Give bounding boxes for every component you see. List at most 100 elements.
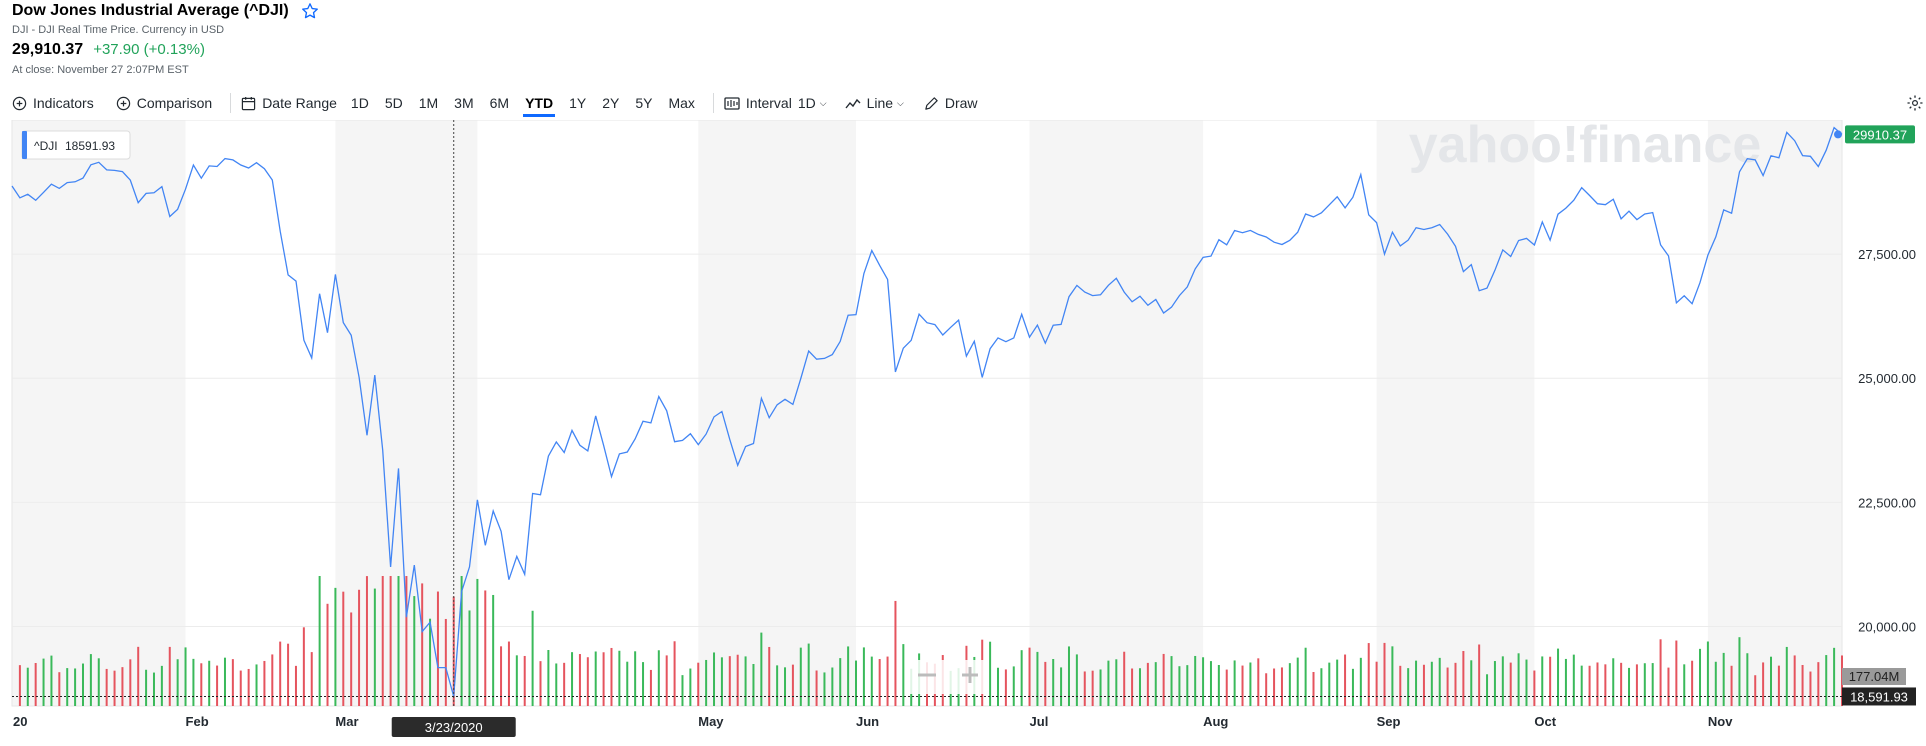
range-1m[interactable]: 1M	[418, 95, 439, 111]
pencil-icon	[925, 96, 938, 110]
volume-bar	[1714, 661, 1717, 706]
volume-bar	[1722, 652, 1725, 706]
volume-bar	[1422, 664, 1425, 706]
volume-bar	[634, 651, 637, 706]
chart-toolbar: Indicators Comparison Date Range 1D 5D 1…	[0, 88, 1926, 118]
zoom-controls	[906, 660, 986, 694]
volume-bar	[302, 627, 305, 706]
volume-bar	[326, 603, 329, 706]
volume-bar	[594, 651, 597, 706]
volume-bar	[626, 661, 629, 706]
chart-type-label: Line	[866, 95, 894, 111]
volume-bar	[1052, 659, 1055, 706]
volume-bar	[1620, 662, 1623, 706]
volume-bar	[1336, 659, 1339, 706]
volume-bar	[365, 576, 368, 706]
chart-area[interactable]: yahoo!finance 27,500.00 25,000.00 22,500.0…	[0, 116, 1926, 746]
volume-bars	[18, 576, 1843, 706]
volume-bar	[855, 660, 858, 706]
calendar-icon	[241, 96, 256, 110]
volume-bar	[1430, 661, 1433, 706]
volume-bar	[1209, 661, 1212, 706]
range-5y[interactable]: 5Y	[635, 95, 653, 111]
comparison-button[interactable]: Comparison	[116, 95, 212, 111]
range-2y[interactable]: 2Y	[602, 95, 620, 111]
chart-type-dropdown[interactable]: Line ⌵	[845, 95, 904, 111]
volume-bar	[105, 668, 108, 706]
volume-bar	[484, 590, 487, 706]
volume-bar	[1060, 667, 1063, 706]
range-6m[interactable]: 6M	[489, 95, 510, 111]
range-1d[interactable]: 1D	[350, 95, 369, 111]
volume-bar	[1020, 650, 1023, 706]
tooltip-value: 18591.93	[65, 139, 115, 153]
date-range-button[interactable]: Date Range	[241, 95, 337, 111]
draw-button[interactable]: Draw	[924, 95, 978, 111]
interval-dropdown[interactable]: Interval 1D ⌵	[724, 95, 827, 111]
volume-bar	[1777, 665, 1780, 706]
volume-bar	[1154, 662, 1157, 706]
volume-bar	[1359, 657, 1362, 706]
volume-bar	[720, 657, 723, 706]
volume-bar	[697, 662, 700, 706]
volume-bar	[839, 658, 842, 706]
volume-bar	[1470, 660, 1473, 706]
x-tick-label: May	[698, 714, 724, 729]
x-tick-label: Oct	[1534, 714, 1556, 729]
tooltip-symbol: ^DJI	[34, 139, 58, 153]
volume-bar	[247, 668, 250, 706]
volume-bar	[1462, 651, 1465, 706]
volume-bar	[1517, 653, 1520, 706]
volume-bar	[1107, 660, 1110, 706]
volume-bar	[902, 644, 905, 706]
volume-bar	[1706, 641, 1709, 706]
range-max[interactable]: Max	[668, 95, 695, 111]
month-band	[1707, 120, 1842, 706]
gear-icon[interactable]	[1906, 94, 1924, 112]
price-chart[interactable]: yahoo!finance 27,500.00 25,000.00 22,500.0…	[0, 116, 1926, 746]
x-tick-label: Aug	[1203, 714, 1228, 729]
zoom-panel	[906, 660, 986, 694]
volume-bar	[1833, 647, 1836, 706]
volume-bar	[1572, 654, 1575, 706]
volume-bar	[1257, 658, 1260, 706]
crosshair-price-box	[1842, 687, 1916, 706]
volume-bar	[436, 591, 439, 706]
volume-bar	[728, 656, 731, 706]
volume-bar	[610, 647, 613, 706]
range-1y[interactable]: 1Y	[569, 95, 587, 111]
volume-bar	[129, 659, 132, 706]
volume-bar	[1304, 647, 1307, 706]
range-3m[interactable]: 3M	[454, 95, 474, 111]
volume-marker: 177.04M	[1842, 668, 1906, 685]
volume-bar	[1407, 668, 1410, 706]
volume-bar	[642, 662, 645, 706]
volume-bar	[208, 660, 211, 706]
volume-bar	[1273, 668, 1276, 706]
zoom-in-icon[interactable]	[962, 667, 978, 683]
range-5d[interactable]: 5D	[384, 95, 403, 111]
volume-bar	[1249, 662, 1252, 706]
volume-bar	[271, 654, 274, 706]
volume-bar	[1028, 647, 1031, 706]
volume-bar	[744, 656, 747, 706]
indicators-button[interactable]: Indicators	[12, 95, 94, 111]
volume-bar	[1730, 665, 1733, 706]
star-icon[interactable]	[301, 2, 319, 20]
month-bands	[12, 120, 1842, 706]
x-tick-label: Jun	[856, 714, 879, 729]
volume-bar	[807, 643, 810, 706]
volume-bar	[713, 652, 716, 706]
volume-label: 177.04M	[1849, 669, 1900, 684]
volume-bar	[397, 576, 400, 706]
volume-bar	[1004, 669, 1007, 706]
volume-bar	[1280, 667, 1283, 706]
interval-label: Interval	[745, 95, 792, 111]
y-tick-label: 22,500.00	[1858, 495, 1916, 510]
quote-header: Dow Jones Industrial Average (^DJI) DJI …	[12, 2, 319, 76]
range-ytd[interactable]: YTD	[517, 88, 561, 118]
volume-bar	[389, 576, 392, 706]
volume-bar	[705, 659, 708, 706]
quote-change: +37.90 (+0.13%)	[93, 41, 205, 58]
volume-bar	[500, 646, 503, 706]
